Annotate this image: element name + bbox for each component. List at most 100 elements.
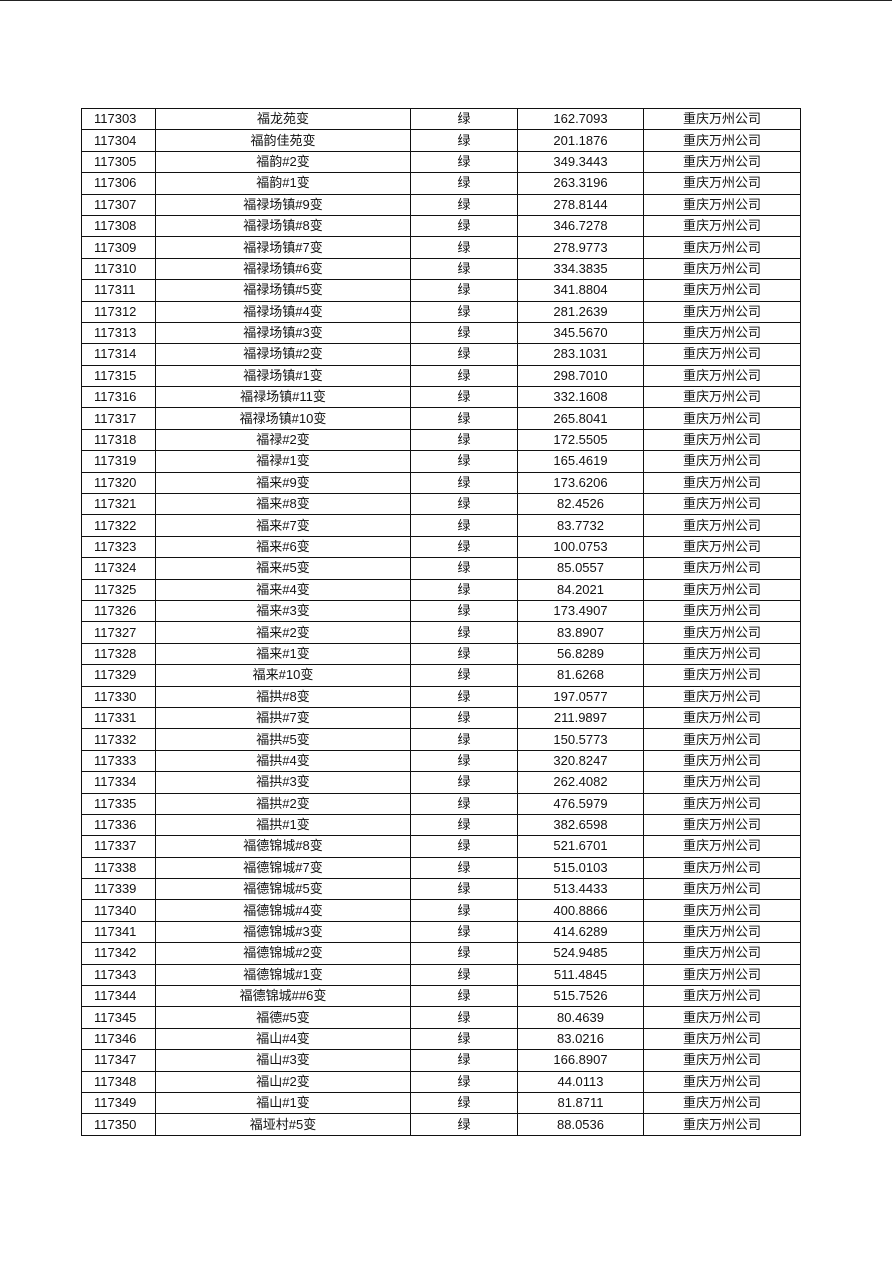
cell-station-name: 福来#4变 [155,578,411,601]
cell-company: 重庆万州公司 [643,1049,801,1072]
cell-status: 绿 [410,300,518,323]
cell-station-name: 福禄场镇#5变 [155,279,411,302]
cell-id: 117329 [81,664,156,687]
cell-status: 绿 [410,749,518,773]
cell-value: 515.7526 [517,985,644,1008]
cell-value: 346.7278 [517,214,644,238]
table-row: 117332 福拱#5变绿 150.5773 重庆万州公司 [81,728,801,751]
cell-value: 150.5773 [517,728,644,751]
cell-id: 117333 [81,749,156,773]
cell-id: 117328 [81,642,156,666]
cell-company: 重庆万州公司 [643,1006,801,1029]
cell-id: 117315 [81,364,156,388]
cell-value: 80.4639 [517,1006,644,1029]
table-row: 117339 福德锦城#5变绿 513.4433 重庆万州公司 [81,878,801,901]
page-top-rule [0,0,892,1]
cell-value: 400.8866 [517,899,644,922]
cell-station-name: 福来#5变 [155,557,411,580]
cell-id: 117345 [81,1006,156,1029]
table-row: 117349 福山#1变绿 81.8711 重庆万州公司 [81,1091,801,1115]
cell-station-name: 福山#4变 [155,1027,411,1051]
cell-value: 83.8907 [517,621,644,644]
cell-id: 117318 [81,428,156,452]
cell-value: 165.4619 [517,450,644,473]
cell-value: 341.8804 [517,279,644,302]
cell-value: 349.3443 [517,150,644,174]
cell-station-name: 福山#1变 [155,1091,411,1115]
cell-value: 345.5670 [517,321,644,345]
table-row: 117306 福韵#1变绿 263.3196 重庆万州公司 [81,172,801,195]
table-row: 117313 福禄场镇#3变绿 345.5670 重庆万州公司 [81,321,801,345]
cell-station-name: 福禄场镇#1变 [155,364,411,388]
cell-company: 重庆万州公司 [643,364,801,388]
cell-company: 重庆万州公司 [643,749,801,773]
table-row: 117321 福来#8变绿 82.4526 重庆万州公司 [81,493,801,516]
table-row: 117342 福德锦城#2变绿 524.9485 重庆万州公司 [81,942,801,965]
cell-company: 重庆万州公司 [643,407,801,430]
cell-status: 绿 [410,1027,518,1051]
cell-company: 重庆万州公司 [643,963,801,987]
cell-value: 263.3196 [517,172,644,195]
cell-status: 绿 [410,899,518,922]
cell-status: 绿 [410,450,518,473]
cell-value: 476.5979 [517,792,644,815]
cell-id: 117339 [81,878,156,901]
cell-id: 117308 [81,214,156,238]
cell-status: 绿 [410,236,518,259]
cell-company: 重庆万州公司 [643,685,801,708]
cell-status: 绿 [410,150,518,174]
cell-company: 重庆万州公司 [643,942,801,965]
table-row: 117325 福来#4变绿 84.2021 重庆万州公司 [81,578,801,601]
table-row: 117316 福禄场镇#11变绿 332.1608 重庆万州公司 [81,386,801,409]
table-row: 117335 福拱#2变绿 476.5979 重庆万州公司 [81,792,801,815]
cell-value: 85.0557 [517,557,644,580]
cell-status: 绿 [410,792,518,815]
table-row: 117331 福拱#7变绿 211.9897 重庆万州公司 [81,706,801,730]
cell-station-name: 福禄场镇#4变 [155,300,411,323]
cell-value: 278.8144 [517,193,644,216]
table-row: 117334 福拱#3变绿 262.4082 重庆万州公司 [81,771,801,794]
table-row: 117328 福来#1变绿 56.8289 重庆万州公司 [81,642,801,666]
cell-station-name: 福来#2变 [155,621,411,644]
cell-status: 绿 [410,107,518,131]
cell-value: 320.8247 [517,749,644,773]
table-row: 117307 福禄场镇#9变绿 278.8144 重庆万州公司 [81,193,801,216]
cell-id: 117341 [81,920,156,944]
cell-company: 重庆万州公司 [643,343,801,366]
cell-id: 117317 [81,407,156,430]
cell-status: 绿 [410,343,518,366]
cell-status: 绿 [410,771,518,794]
table-row: 117303 福龙苑变绿 162.7093 重庆万州公司 [81,107,801,131]
table-row: 117330 福拱#8变绿 197.0577 重庆万州公司 [81,685,801,708]
cell-status: 绿 [410,664,518,687]
cell-id: 117344 [81,985,156,1008]
table-row: 117310 福禄场镇#6变绿 334.3835 重庆万州公司 [81,257,801,281]
cell-station-name: 福韵#2变 [155,150,411,174]
cell-company: 重庆万州公司 [643,771,801,794]
cell-station-name: 福来#3变 [155,599,411,623]
cell-company: 重庆万州公司 [643,878,801,901]
table-body: 117303 福龙苑变绿 162.7093 重庆万州公司 117304 福韵佳苑变绿 201… [81,107,801,1136]
cell-value: 278.9773 [517,236,644,259]
cell-station-name: 福禄#1变 [155,450,411,473]
table-row: 117345 福德#5变绿 80.4639 重庆万州公司 [81,1006,801,1029]
cell-value: 197.0577 [517,685,644,708]
cell-company: 重庆万州公司 [643,1091,801,1115]
cell-station-name: 福山#3变 [155,1049,411,1072]
cell-company: 重庆万州公司 [643,214,801,238]
cell-status: 绿 [410,621,518,644]
cell-status: 绿 [410,493,518,516]
cell-company: 重庆万州公司 [643,1113,801,1136]
cell-value: 88.0536 [517,1113,644,1136]
cell-station-name: 福拱#1变 [155,813,411,837]
table-row: 117341 福德锦城#3变绿 414.6289 重庆万州公司 [81,920,801,944]
cell-company: 重庆万州公司 [643,642,801,666]
cell-company: 重庆万州公司 [643,557,801,580]
table-row: 117315 福禄场镇#1变绿 298.7010 重庆万州公司 [81,364,801,388]
cell-status: 绿 [410,279,518,302]
cell-value: 81.6268 [517,664,644,687]
cell-company: 重庆万州公司 [643,257,801,281]
table-row: 117329 福来#10变绿 81.6268 重庆万州公司 [81,664,801,687]
cell-station-name: 福来#9变 [155,471,411,495]
cell-id: 117349 [81,1091,156,1115]
